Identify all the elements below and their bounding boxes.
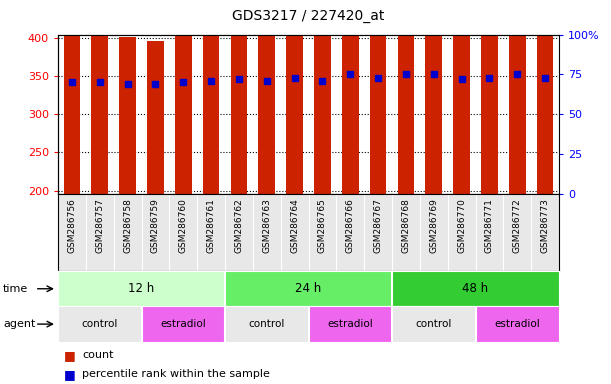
Text: time: time bbox=[3, 284, 28, 294]
Bar bbox=[119, 37, 136, 194]
Bar bbox=[392, 271, 559, 306]
Text: GSM286757: GSM286757 bbox=[95, 198, 104, 253]
Text: GSM286768: GSM286768 bbox=[401, 198, 411, 253]
Text: GSM286759: GSM286759 bbox=[151, 198, 160, 253]
Text: count: count bbox=[82, 350, 114, 360]
Bar bbox=[225, 271, 392, 306]
Bar bbox=[230, 0, 247, 194]
Text: ■: ■ bbox=[64, 368, 76, 381]
Text: estradiol: estradiol bbox=[161, 319, 206, 329]
Text: GSM286770: GSM286770 bbox=[457, 198, 466, 253]
Text: 12 h: 12 h bbox=[128, 282, 155, 295]
Text: GSM286771: GSM286771 bbox=[485, 198, 494, 253]
Bar bbox=[58, 306, 142, 342]
Bar bbox=[425, 0, 442, 194]
Bar bbox=[509, 0, 525, 194]
Text: GSM286761: GSM286761 bbox=[207, 198, 216, 253]
Bar bbox=[481, 0, 498, 194]
Bar bbox=[58, 271, 225, 306]
Text: GSM286767: GSM286767 bbox=[374, 198, 382, 253]
Text: GSM286765: GSM286765 bbox=[318, 198, 327, 253]
Bar bbox=[342, 0, 359, 194]
Text: 48 h: 48 h bbox=[463, 282, 489, 295]
Text: GSM286773: GSM286773 bbox=[541, 198, 550, 253]
Text: GSM286758: GSM286758 bbox=[123, 198, 132, 253]
Bar bbox=[314, 0, 331, 194]
Bar bbox=[370, 0, 387, 194]
Text: GDS3217 / 227420_at: GDS3217 / 227420_at bbox=[232, 9, 385, 23]
Bar bbox=[398, 0, 414, 194]
Text: GSM286769: GSM286769 bbox=[430, 198, 438, 253]
Text: estradiol: estradiol bbox=[494, 319, 540, 329]
Bar bbox=[309, 306, 392, 342]
Text: GSM286756: GSM286756 bbox=[67, 198, 76, 253]
Bar bbox=[175, 25, 192, 194]
Text: GSM286772: GSM286772 bbox=[513, 198, 522, 253]
Bar bbox=[92, 21, 108, 194]
Text: GSM286764: GSM286764 bbox=[290, 198, 299, 253]
Bar bbox=[225, 306, 309, 342]
Text: GSM286762: GSM286762 bbox=[235, 198, 243, 253]
Bar bbox=[475, 306, 559, 342]
Bar bbox=[453, 0, 470, 194]
Bar bbox=[147, 41, 164, 194]
Text: GSM286760: GSM286760 bbox=[179, 198, 188, 253]
Text: estradiol: estradiol bbox=[327, 319, 373, 329]
Bar bbox=[537, 0, 554, 194]
Text: control: control bbox=[249, 319, 285, 329]
Bar bbox=[258, 0, 275, 194]
Bar bbox=[203, 0, 219, 194]
Text: ■: ■ bbox=[64, 349, 76, 362]
Bar bbox=[392, 306, 475, 342]
Bar bbox=[287, 0, 303, 194]
Bar bbox=[142, 306, 225, 342]
Text: percentile rank within the sample: percentile rank within the sample bbox=[82, 369, 270, 379]
Text: GSM286763: GSM286763 bbox=[262, 198, 271, 253]
Text: control: control bbox=[415, 319, 452, 329]
Text: GSM286766: GSM286766 bbox=[346, 198, 355, 253]
Text: 24 h: 24 h bbox=[296, 282, 321, 295]
Text: control: control bbox=[82, 319, 118, 329]
Bar bbox=[64, 15, 80, 194]
Text: agent: agent bbox=[3, 319, 35, 329]
